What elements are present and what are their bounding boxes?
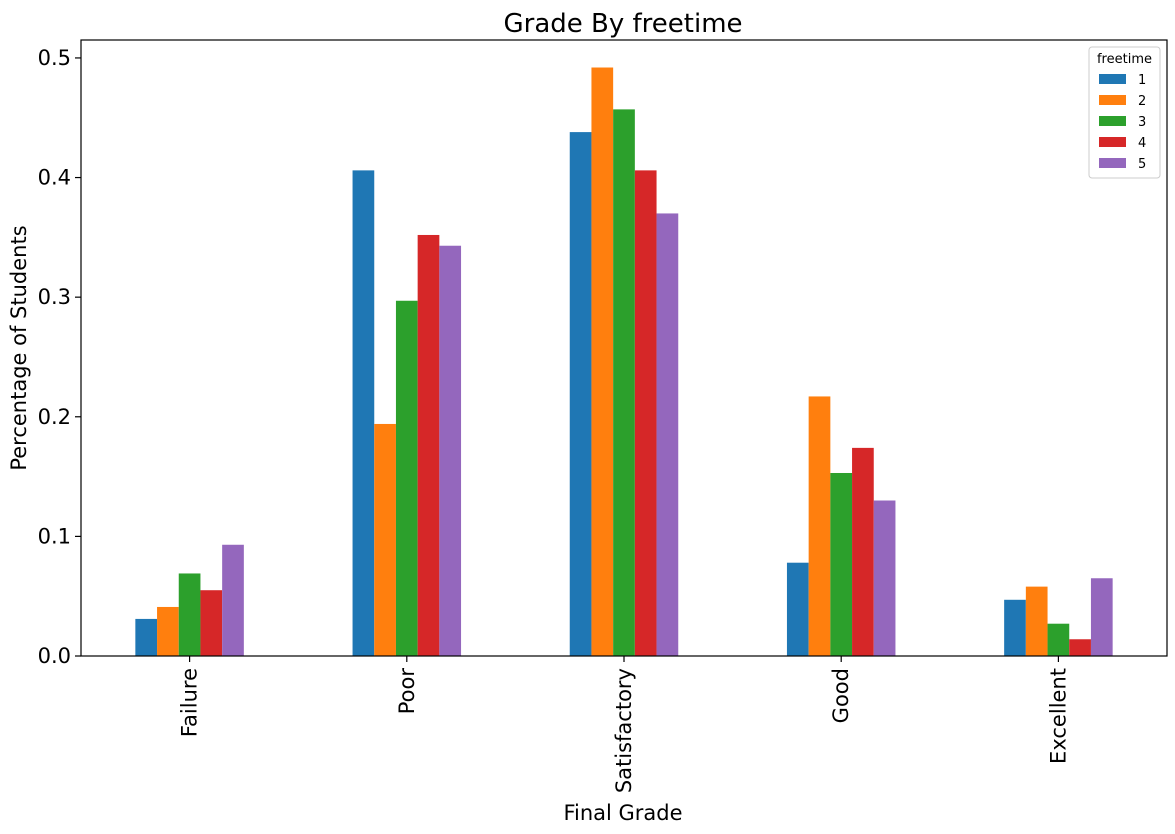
bar-excellent-series-3: [1047, 623, 1070, 656]
legend-swatch-2: [1099, 95, 1126, 105]
legend-label-2: 2: [1138, 94, 1146, 109]
y-tick-label: 0.5: [38, 46, 71, 70]
legend-swatch-4: [1099, 137, 1126, 147]
bar-satisfactory-series-5: [656, 213, 679, 656]
bar-poor-series-1: [352, 170, 375, 656]
legend: freetime 1 2 3 4 5: [1088, 46, 1161, 179]
y-tick-label: 0.1: [38, 524, 71, 548]
x-tick-label-good: Good: [829, 668, 853, 723]
bar-satisfactory-series-4: [634, 170, 657, 656]
bar-good-series-2: [808, 396, 831, 656]
y-tick-label: 0.3: [38, 285, 71, 309]
legend-label-4: 4: [1138, 136, 1146, 151]
bar-excellent-series-5: [1090, 578, 1113, 656]
bar-satisfactory-series-3: [613, 109, 635, 656]
legend-title: freetime: [1097, 52, 1152, 67]
bar-good-series-1: [786, 562, 809, 656]
legend-swatch-3: [1099, 116, 1126, 126]
x-tick-label-excellent: Excellent: [1046, 668, 1070, 764]
y-tick-label: 0.2: [38, 405, 71, 429]
bar-good-series-3: [830, 472, 853, 656]
legend-label-3: 3: [1138, 115, 1146, 130]
x-tick-label-satisfactory: Satisfactory: [612, 668, 636, 793]
bar-excellent-series-4: [1069, 639, 1091, 656]
bar-good-series-5: [873, 500, 896, 656]
bar-satisfactory-series-2: [591, 67, 614, 656]
bar-satisfactory-series-1: [569, 132, 592, 657]
bar-failure-series-2: [157, 606, 179, 656]
bar-poor-series-2: [374, 423, 396, 656]
x-axis: Failure Poor Satisfactory Good Excellent: [178, 656, 1070, 793]
y-axis: 0.0 0.1 0.2 0.3 0.4 0.5: [38, 46, 81, 668]
bar-failure-series-1: [135, 618, 158, 656]
x-tick-label-poor: Poor: [395, 668, 419, 715]
y-axis-label: Percentage of Students: [7, 225, 31, 470]
bars-group: [135, 67, 1113, 657]
legend-label-1: 1: [1138, 73, 1146, 88]
legend-swatch-5: [1099, 158, 1126, 168]
chart-title: Grade By freetime: [503, 9, 742, 39]
legend-swatch-1: [1099, 74, 1126, 84]
bar-failure-series-5: [222, 544, 244, 656]
legend-label-5: 5: [1138, 157, 1146, 172]
x-axis-label: Final Grade: [563, 801, 682, 825]
bar-failure-series-4: [200, 590, 223, 656]
bar-excellent-series-2: [1025, 586, 1048, 656]
bar-poor-series-5: [439, 245, 462, 656]
bar-poor-series-4: [417, 234, 440, 657]
bar-good-series-4: [852, 447, 874, 656]
x-tick-label-failure: Failure: [178, 668, 202, 737]
y-tick-label: 0.4: [38, 166, 71, 190]
bar-poor-series-3: [395, 300, 418, 656]
y-tick-label: 0.0: [38, 644, 71, 668]
bar-failure-series-3: [178, 573, 201, 656]
bar-excellent-series-1: [1004, 599, 1026, 656]
